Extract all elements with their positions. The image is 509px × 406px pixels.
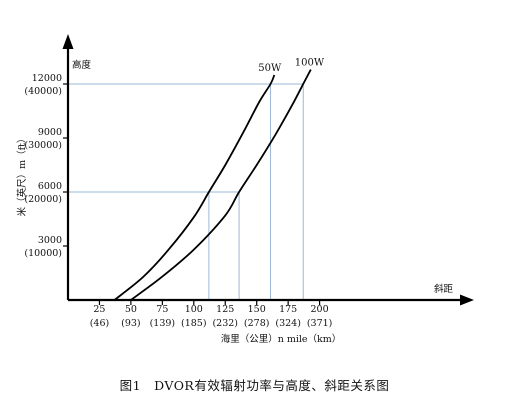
- x-tick-label: 125: [216, 304, 234, 315]
- y-tick-sublabel: (30000): [24, 140, 62, 151]
- x-axis-label: 海里（公里）n mile（km）: [221, 333, 342, 345]
- series: 50W 100W: [113, 58, 325, 301]
- figure-caption: 图1 DVOR有效辐射功率与高度、斜距关系图: [119, 378, 390, 393]
- x-tick-label: 25: [93, 304, 105, 315]
- x-tick-label: 200: [311, 304, 329, 315]
- series-line-100w: [130, 69, 312, 301]
- y-axis-arrow: [62, 34, 74, 49]
- x-tick-sublabel: (232): [212, 318, 238, 329]
- x-tick-label: 175: [279, 304, 297, 315]
- y-axis-top-label: 高度: [72, 59, 92, 71]
- x-tick-sublabel: (371): [307, 318, 333, 329]
- y-tick-label: 9000: [38, 127, 62, 138]
- x-tick-label: 50: [125, 304, 137, 315]
- x-tick-label: 100: [185, 304, 203, 315]
- series-line-50w: [113, 74, 276, 301]
- x-tick-sublabel: (139): [150, 318, 176, 329]
- x-axis-arrow: [460, 294, 474, 306]
- y-axis-side-label: 米（英尺）m（ft）: [16, 134, 28, 217]
- axes: [62, 34, 474, 306]
- series-label-50w: 50W: [258, 63, 282, 74]
- reference-lines: [68, 83, 304, 300]
- x-tick-label: 75: [156, 304, 168, 315]
- x-tick-sublabel: (93): [121, 318, 141, 329]
- x-tick-sublabel: (185): [181, 318, 207, 329]
- x-tick-sublabel: (324): [275, 318, 301, 329]
- x-tick-sublabel: (278): [244, 318, 270, 329]
- y-tick-sublabel: (20000): [24, 194, 62, 205]
- y-tick-label: 6000: [38, 181, 62, 192]
- series-label-100w: 100W: [295, 58, 325, 69]
- y-tick-sublabel: (40000): [24, 86, 62, 97]
- ticks: 25 (46) 50 (93) 75 (139) 100 (185) 125 (232) 150 (2…: [24, 73, 332, 329]
- x-axis-right-label: 斜距: [434, 283, 454, 295]
- x-tick-sublabel: (46): [90, 318, 110, 329]
- y-tick-label: 3000: [38, 235, 62, 246]
- y-tick-sublabel: (10000): [24, 248, 62, 259]
- x-tick-label: 150: [248, 304, 266, 315]
- y-tick-label: 12000: [32, 73, 62, 84]
